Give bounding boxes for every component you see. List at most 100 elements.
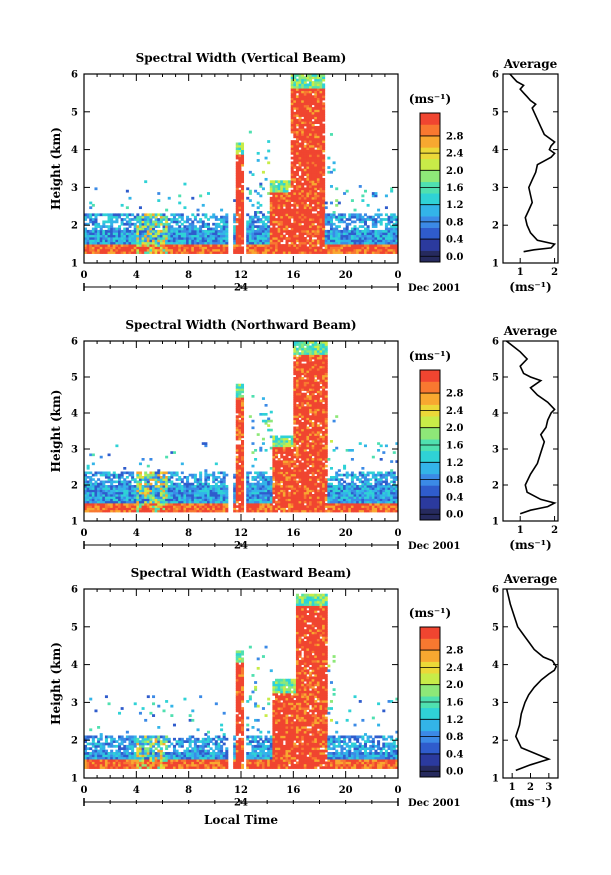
heatmap-cell xyxy=(97,485,101,488)
heatmap-cell xyxy=(311,471,315,475)
heatmap-cell xyxy=(293,417,297,421)
heatmap-cell xyxy=(241,199,245,202)
heatmap-cell xyxy=(303,388,307,391)
heatmap-cell xyxy=(290,478,294,481)
heatmap-cell xyxy=(272,241,276,245)
heatmap-cell xyxy=(306,478,310,481)
heatmap-cell xyxy=(379,244,383,247)
heatmap-cell xyxy=(94,215,98,219)
heatmap-cell xyxy=(290,90,294,94)
heatmap-cell xyxy=(282,507,286,511)
heatmap-cell xyxy=(214,507,218,511)
heatmap-cell xyxy=(170,489,174,493)
heatmap-cell xyxy=(306,370,310,373)
heatmap-cell xyxy=(146,220,150,224)
heatmap-cell xyxy=(319,90,323,94)
heatmap-cell xyxy=(238,199,242,202)
heatmap-cell xyxy=(172,237,176,240)
heatmap-cell xyxy=(84,491,88,495)
heatmap-cell xyxy=(301,95,305,99)
heatmap-cell xyxy=(261,473,265,477)
heatmap-cell xyxy=(238,227,242,231)
heatmap-cell xyxy=(220,218,224,221)
heatmap-cell xyxy=(306,185,310,188)
heatmap-cell xyxy=(295,156,299,160)
heatmap-cell xyxy=(314,151,318,155)
heatmap-cell xyxy=(235,496,239,499)
heatmap-cell xyxy=(170,218,174,221)
heatmap-cell xyxy=(94,248,98,252)
heatmap-cell xyxy=(290,491,294,495)
heatmap-cell xyxy=(233,473,237,477)
heatmap-cell xyxy=(141,496,145,499)
heatmap-cell xyxy=(340,244,344,247)
heatmap-cell xyxy=(358,185,362,188)
heatmap-cell xyxy=(204,491,208,495)
heatmap-cell xyxy=(306,381,310,385)
colorbar: (ms⁻¹)0.00.40.81.21.62.02.42.8 xyxy=(409,92,464,263)
heatmap-cell xyxy=(356,246,360,250)
heatmap-cell xyxy=(110,232,114,236)
heatmap-cell xyxy=(246,476,250,479)
heatmap-cell xyxy=(264,478,268,481)
heatmap-cell xyxy=(206,478,210,481)
heatmap-cell xyxy=(371,215,375,219)
heatmap-cell xyxy=(288,215,292,219)
heatmap-cell xyxy=(259,241,263,245)
heatmap-cell xyxy=(209,244,213,247)
heatmap-cell xyxy=(165,244,169,247)
heatmap-cell xyxy=(256,244,260,247)
heatmap-cell xyxy=(248,218,252,221)
heatmap-cell xyxy=(256,229,260,233)
heatmap-cell xyxy=(311,406,315,409)
heatmap-cell xyxy=(337,229,341,233)
heatmap-cell xyxy=(104,498,108,502)
heatmap-cell xyxy=(212,232,216,236)
heatmap-cell xyxy=(131,248,135,252)
heatmap-cell xyxy=(316,239,320,243)
heatmap-cell xyxy=(214,227,218,231)
heatmap-cell xyxy=(233,218,237,221)
heatmap-cell xyxy=(319,244,323,247)
heatmap-cell xyxy=(241,232,245,236)
heatmap-cell xyxy=(295,118,299,122)
heatmap-cell xyxy=(89,509,93,513)
heatmap-cell xyxy=(212,251,216,254)
heatmap-cell xyxy=(269,507,273,511)
heatmap-cell xyxy=(264,227,268,231)
heatmap-cell xyxy=(301,449,305,452)
heatmap-cell xyxy=(306,227,310,231)
heatmap-cell xyxy=(144,239,148,243)
heatmap-cell xyxy=(167,476,171,479)
heatmap-cell xyxy=(186,237,190,240)
heatmap-cell xyxy=(123,498,127,502)
heatmap-cell xyxy=(277,505,281,508)
heatmap-cell xyxy=(154,491,158,495)
heatmap-cell xyxy=(89,489,93,493)
heatmap-cell xyxy=(316,246,320,250)
heatmap-cell xyxy=(238,494,242,497)
heatmap-cell xyxy=(180,251,184,254)
heatmap-cell xyxy=(337,244,341,247)
heatmap-cell xyxy=(220,237,224,240)
heatmap-cell xyxy=(277,500,281,504)
heatmap-cell xyxy=(267,494,271,497)
heatmap-cell xyxy=(306,189,310,193)
heatmap-cell xyxy=(180,485,184,488)
heatmap-cell xyxy=(162,232,166,236)
heatmap-cell xyxy=(288,220,292,224)
heatmap-cell xyxy=(251,246,255,250)
heatmap-cell xyxy=(196,239,200,243)
heatmap-cell xyxy=(149,218,153,221)
heatmap-cell xyxy=(86,234,90,238)
heatmap-cell xyxy=(256,507,260,511)
heatmap-cell xyxy=(238,480,242,484)
heatmap-cell xyxy=(277,213,281,217)
heatmap-cell xyxy=(288,451,292,454)
heatmap-cell xyxy=(319,121,323,125)
heatmap-cell xyxy=(146,225,150,228)
heatmap-cell xyxy=(306,88,310,91)
heatmap-cell xyxy=(309,78,313,82)
heatmap-cell xyxy=(322,156,326,160)
heatmap-cell xyxy=(311,404,315,407)
